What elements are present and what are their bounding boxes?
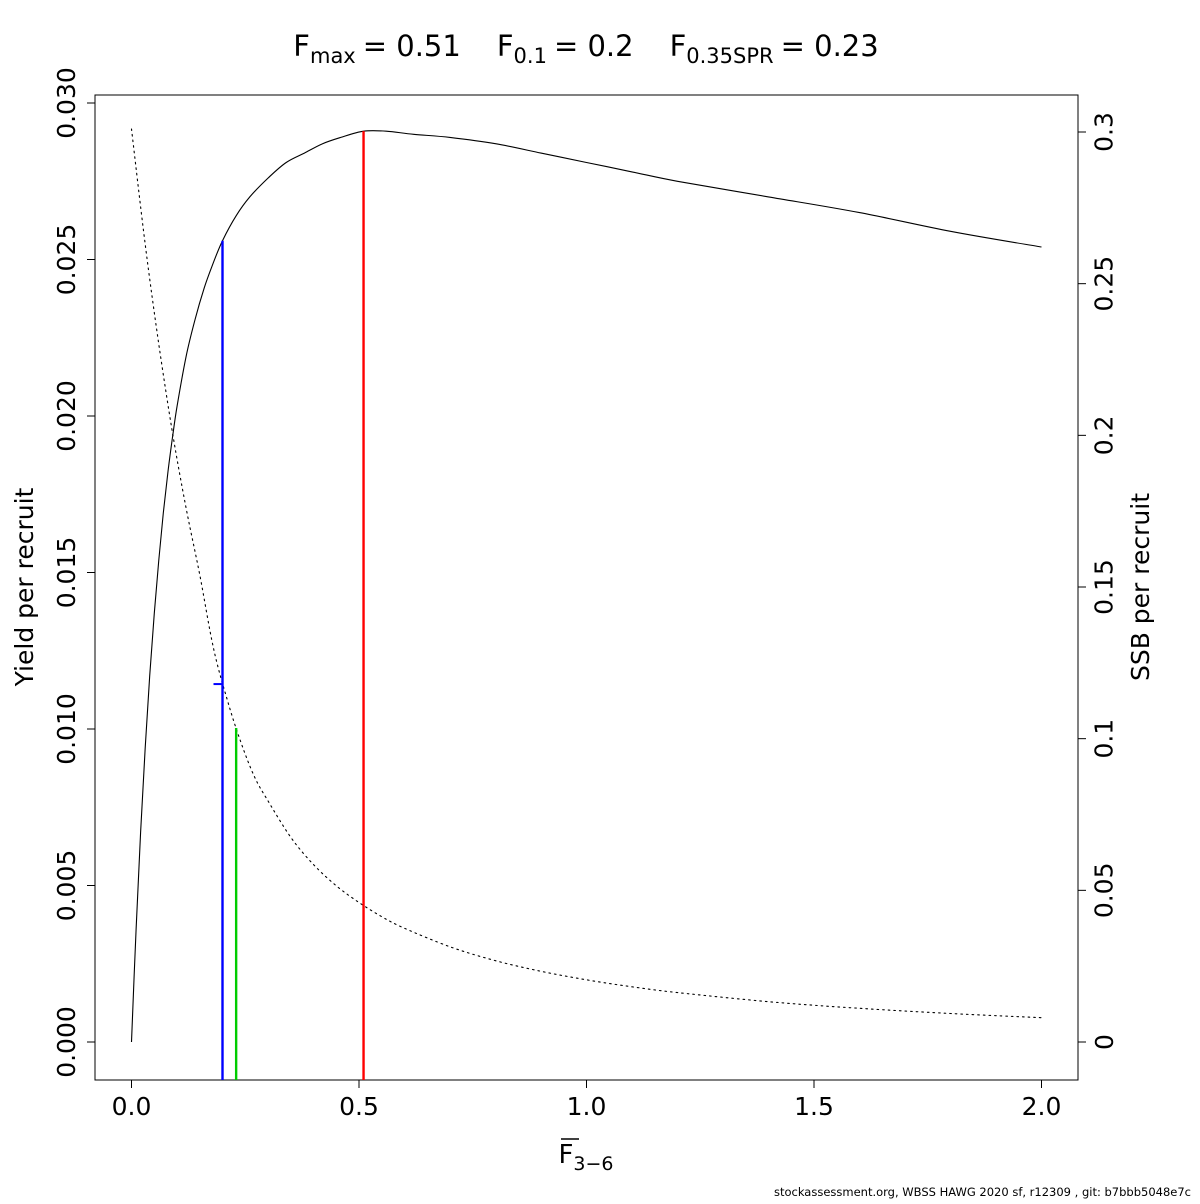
y-left-tick-label: 0.025 (52, 224, 81, 296)
y-right-tick-label: 0 (1090, 1034, 1119, 1050)
y-left-tick-label: 0.015 (52, 537, 81, 609)
x-tick-label: 0.0 (112, 1092, 152, 1121)
y-left-axis-title: Yield per recruit (10, 487, 39, 687)
y-right-tick-label: 0.15 (1090, 559, 1119, 615)
x-axis-title: F3−6 (558, 1140, 613, 1175)
y-left-tick-label: 0.020 (52, 380, 81, 452)
plot-area: 0.0 0.5 1.0 1.5 2.0 0.000 0.005 0.010 0.015 0.020… (52, 67, 1119, 1121)
x-tick-label: 0.5 (339, 1092, 379, 1121)
x-tick-label: 1.5 (794, 1092, 834, 1121)
y-left-tick-label: 0.005 (52, 850, 81, 922)
chart-title: Fmax = 0.51 F0.1 = 0.2 F0.35SPR = 0.23 (293, 29, 878, 68)
y-right-axis-title: SSB per recruit (1126, 493, 1155, 681)
x-tick-label: 2.0 (1022, 1092, 1062, 1121)
footer-credit: stockassessment.org, WBSS HAWG 2020 sf, … (774, 1185, 1191, 1199)
plot-box (94, 94, 1079, 1081)
y-right-tick-label: 0.3 (1090, 112, 1119, 152)
yield-per-recruit-curve (130, 130, 1042, 1043)
ssb-per-recruit-curve (130, 128, 1043, 1019)
y-right-tick-label: 0.05 (1090, 862, 1119, 918)
y-right-tick-label: 0.1 (1090, 719, 1119, 759)
y-left-tick-label: 0.000 (52, 1006, 81, 1078)
y-right-tick-label: 0.2 (1090, 415, 1119, 455)
y-left-tick-label: 0.010 (52, 693, 81, 765)
y-left-tick-label: 0.030 (52, 67, 81, 139)
x-tick-label: 1.0 (567, 1092, 607, 1121)
y-right-tick-label: 0.25 (1090, 256, 1119, 312)
